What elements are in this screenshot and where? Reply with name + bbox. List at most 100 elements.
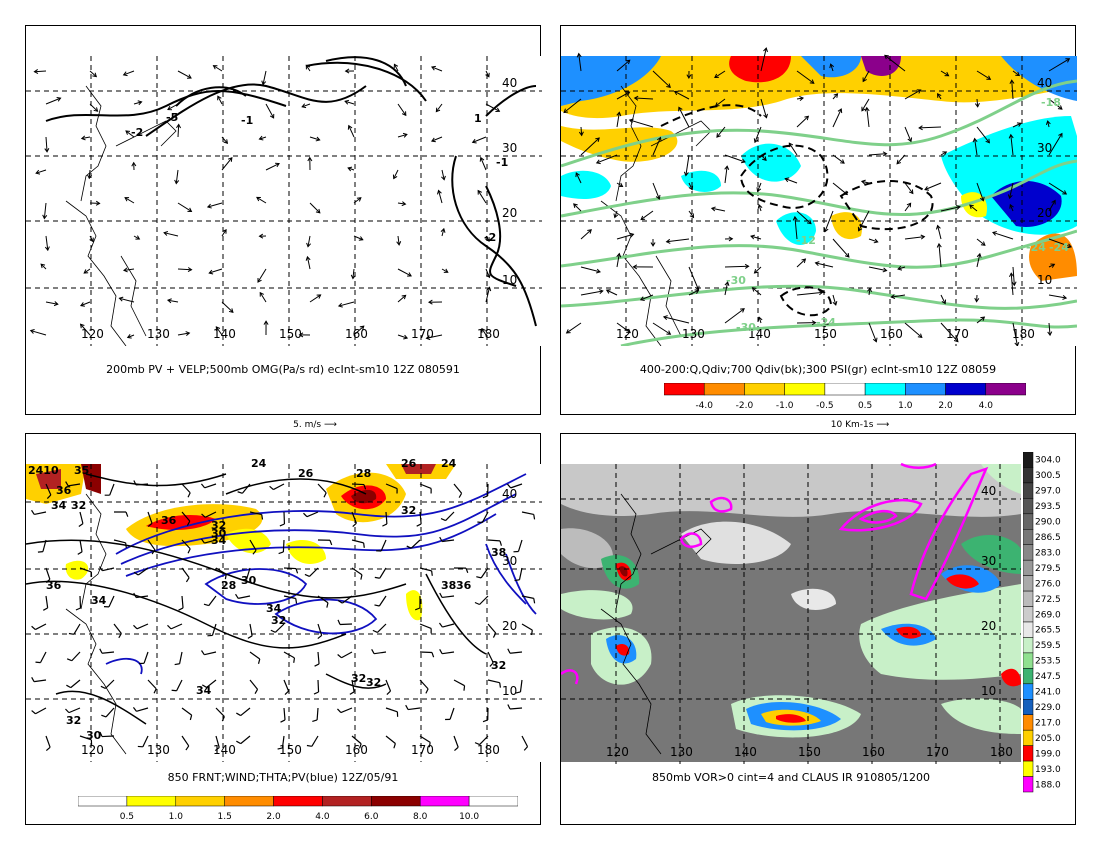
- contour-label: 32: [211, 519, 226, 532]
- colorbar-swatch: [1023, 652, 1034, 669]
- contour-label: 34: [266, 602, 282, 615]
- lat-label: 40: [1037, 76, 1052, 90]
- contour-label: 2410: [28, 464, 59, 477]
- colorbar-label: 272.5: [1035, 595, 1061, 605]
- colorbar-label: -1.0: [776, 401, 794, 411]
- contour-label: 36: [46, 579, 62, 592]
- lon-label: 120: [81, 327, 104, 341]
- colorbar-label: -4.0: [695, 401, 713, 411]
- contour-label: 38: [441, 579, 456, 592]
- colorbar-qdiv: -4.0 -2.0 -1.0 -0.5 0.5 1.0 2.0 4.0: [664, 383, 1026, 411]
- colorbar-swatch: [126, 796, 177, 807]
- colorbar-swatch: [468, 796, 518, 807]
- vector-ref-label: 10 Km-1s: [830, 420, 874, 430]
- colorbar-swatch: [419, 796, 470, 807]
- colorbar-swatch: [1023, 621, 1034, 638]
- lon-label: 160: [880, 327, 903, 341]
- colorbar-label: 286.5: [1035, 533, 1061, 543]
- colorbar-swatch: [273, 796, 323, 807]
- lon-label: 130: [682, 327, 705, 341]
- q-divergence-shading: [561, 56, 1077, 281]
- lon-label: 160: [345, 743, 368, 757]
- lat-label: 10: [502, 273, 517, 287]
- colorbar-swatch: [175, 796, 225, 807]
- vector-reference: 5. m/s ⟶: [250, 420, 380, 430]
- colorbar-swatch: [1023, 683, 1034, 700]
- lon-label: 160: [862, 745, 885, 759]
- colorbar-swatch: [1023, 498, 1034, 515]
- lon-label: 180: [990, 745, 1013, 759]
- colorbar-swatch: [703, 383, 745, 396]
- colorbar-label: 4.0: [315, 812, 330, 822]
- panel-frontogenesis: 120 130 140 150 160 170 180 40 30 20 10 2410 35 36 34…: [25, 433, 542, 825]
- colorbar-swatch: [1023, 668, 1034, 685]
- contour-label: 1: [474, 112, 482, 125]
- colorbar-swatch: [1023, 606, 1034, 623]
- colorbar-label: 265.5: [1035, 626, 1061, 636]
- lon-label: 150: [814, 327, 837, 341]
- pv-blue-contours: [105, 473, 537, 675]
- colorbar-swatch: [664, 383, 705, 396]
- pv-contours: [45, 56, 537, 327]
- colorbar-swatch: [985, 383, 1026, 396]
- lon-label: 160: [345, 327, 368, 341]
- axis-labels: 120 130 140 150 160 170 180 40 30 20 10: [616, 76, 1052, 341]
- lon-label: 130: [670, 745, 693, 759]
- contour-label: 30: [211, 527, 227, 540]
- lat-label: 20: [502, 619, 517, 633]
- map-background: [26, 464, 542, 762]
- contour-label: 32: [271, 614, 286, 627]
- lat-label: 10: [502, 684, 517, 698]
- colorbar-swatch: [224, 796, 274, 807]
- coastline: [600, 493, 712, 755]
- colorbar-label: 0.5: [858, 401, 872, 411]
- lon-label: 140: [734, 745, 757, 759]
- contour-label: 28: [221, 579, 236, 592]
- colorbar-swatch: [1023, 452, 1034, 468]
- colorbar-label: 1.0: [898, 401, 913, 411]
- contour-label: 34: [211, 534, 227, 547]
- colorbar-label: 297.0: [1035, 487, 1061, 497]
- colorbar-swatch: [1023, 729, 1034, 746]
- contour-label: 32: [71, 499, 86, 512]
- colorbar-label: 193.0: [1035, 765, 1061, 775]
- contour-labels: -18-12-24 -24-30-30 -24: [726, 96, 1069, 334]
- vector-ref-label: 5. m/s: [293, 420, 322, 430]
- lon-label: 140: [213, 743, 236, 757]
- contour-label: 26: [401, 457, 417, 470]
- colorbar-swatch: [1023, 637, 1034, 654]
- colorbar-label: 6.0: [364, 812, 379, 822]
- colorbar-swatch: [1023, 513, 1034, 530]
- wind-vectors: [29, 63, 501, 341]
- frontogenesis-shading: [26, 464, 456, 621]
- colorbar-label: 4.0: [979, 401, 994, 411]
- lon-label: 130: [147, 743, 170, 757]
- colorbar-label: 259.5: [1035, 641, 1061, 651]
- contour-label: 36: [161, 514, 177, 527]
- colorbar-label: -2.0: [736, 401, 754, 411]
- colorbar-label: 8.0: [413, 812, 428, 822]
- colorbar-swatch: [1023, 482, 1034, 499]
- colorbar-frontogenesis: 0.5 1.0 1.5 2.0 4.0 6.0 8.0 10.0: [78, 796, 518, 822]
- contour-label: -1: [496, 156, 508, 169]
- lat-label: 20: [1037, 206, 1052, 220]
- lon-label: 180: [477, 327, 500, 341]
- colorbar-swatch: [864, 383, 906, 396]
- colorbar-label: 0.5: [120, 812, 134, 822]
- colorbar-label: 241.0: [1035, 688, 1061, 698]
- lat-lon-grid: [561, 56, 1077, 346]
- axis-labels: 120 130 140 150 160 170 180 40 30 20 10: [81, 487, 517, 757]
- contour-label: 38: [491, 546, 506, 559]
- contour-label: -12: [796, 234, 816, 247]
- colorbar-label: 2.0: [938, 401, 953, 411]
- lat-label: 10: [981, 684, 996, 698]
- contour-label: 24: [251, 457, 267, 470]
- contour-label: -24: [816, 316, 836, 329]
- psi-contours: [561, 79, 1077, 346]
- colorbar-swatch: [1023, 590, 1034, 607]
- panel-caption: 850mb VOR>0 cint=4 and CLAUS IR 910805/1…: [651, 771, 931, 784]
- lon-label: 150: [279, 743, 302, 757]
- colorbar-label: 229.0: [1035, 703, 1061, 713]
